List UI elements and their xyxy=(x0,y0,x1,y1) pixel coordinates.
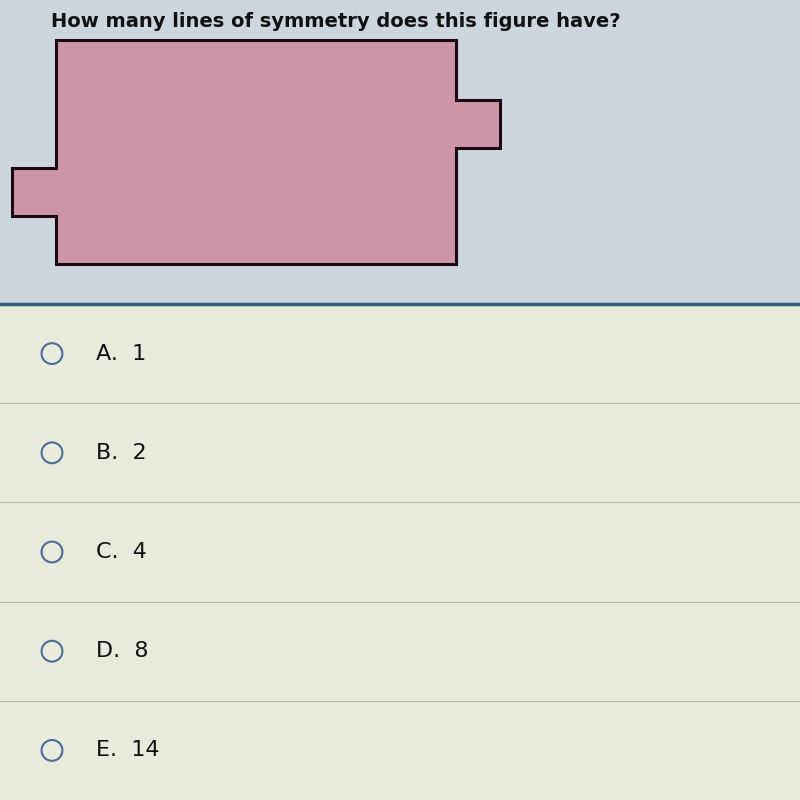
Text: E.  14: E. 14 xyxy=(96,741,159,760)
Text: D.  8: D. 8 xyxy=(96,642,149,661)
Bar xyxy=(0,304,800,800)
Text: B.  2: B. 2 xyxy=(96,443,146,462)
Text: How many lines of symmetry does this figure have?: How many lines of symmetry does this fig… xyxy=(51,12,621,31)
Text: A.  1: A. 1 xyxy=(96,344,146,363)
Text: C.  4: C. 4 xyxy=(96,542,147,562)
Bar xyxy=(0,0,800,304)
Polygon shape xyxy=(12,40,500,264)
